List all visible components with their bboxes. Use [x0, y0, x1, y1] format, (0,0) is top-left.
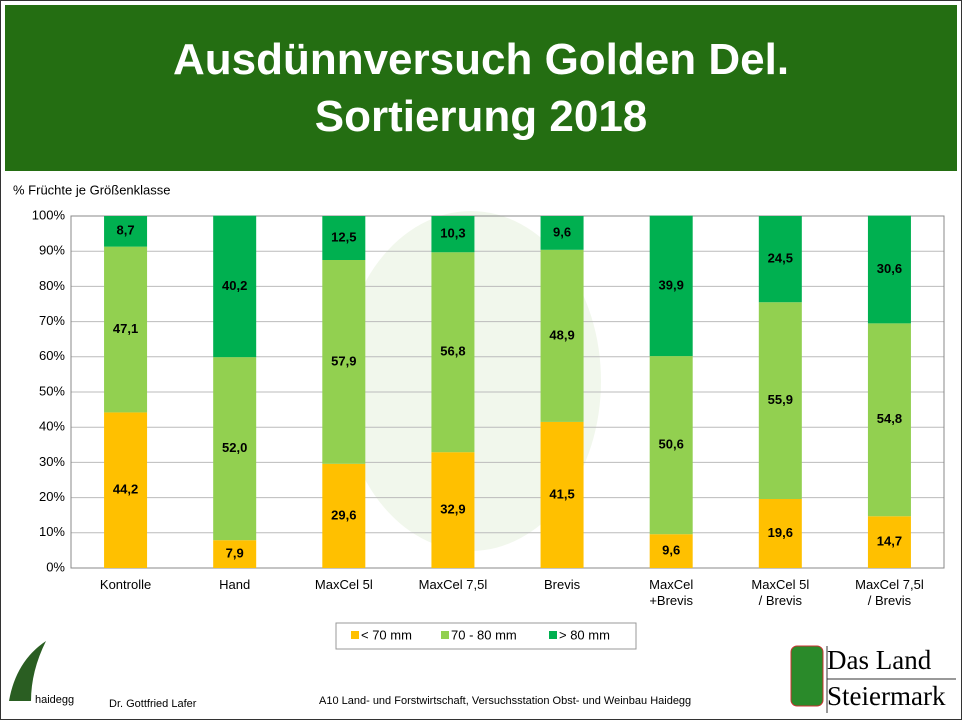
logo-text: haidegg [35, 694, 74, 706]
y-tick-label: 70% [39, 313, 65, 328]
legend-label: < 70 mm [361, 627, 412, 642]
slide: Ausdünnversuch Golden Del. Sortierung 20… [0, 0, 962, 720]
x-tick-label: Kontrolle [71, 577, 181, 593]
x-tick-label: MaxCel 5l / Brevis [725, 577, 835, 609]
y-tick-label: 100% [32, 207, 66, 222]
brand-line: Steiermark [827, 681, 945, 712]
brand-line: Das Land [827, 645, 931, 676]
data-label: 57,9 [331, 353, 356, 368]
x-tick-label: Hand [180, 577, 290, 593]
y-axis-title: % Früchte je Größenklasse [13, 182, 171, 197]
data-label: 56,8 [440, 344, 465, 359]
data-label: 8,7 [117, 223, 135, 238]
x-tick-label: MaxCel +Brevis [616, 577, 726, 609]
data-label: 54,8 [877, 411, 902, 426]
y-tick-label: 0% [46, 559, 65, 574]
y-tick-label: 50% [39, 383, 65, 398]
chart: % Früchte je Größenklasse 0% 10% 20% 30% 40%… [1, 1, 961, 719]
legend-swatch [351, 631, 359, 639]
coat-of-arms [791, 646, 823, 706]
x-tick-label: Brevis [507, 577, 617, 593]
data-label: 14,7 [877, 534, 902, 549]
data-label: 52,0 [222, 440, 247, 455]
data-label: 50,6 [659, 437, 684, 452]
data-label: 29,6 [331, 507, 356, 522]
legend-swatch [549, 631, 557, 639]
y-tick-label: 10% [39, 524, 65, 539]
y-tick-label: 60% [39, 348, 65, 363]
data-label: 32,9 [440, 502, 465, 517]
data-label: 12,5 [331, 229, 356, 244]
data-label: 10,3 [440, 226, 465, 241]
data-label: 24,5 [768, 251, 793, 266]
data-label: 48,9 [549, 327, 574, 342]
y-tick-label: 90% [39, 243, 65, 258]
legend-swatch [441, 631, 449, 639]
x-tick-label: MaxCel 7,5l [398, 577, 508, 593]
y-tick-label: 20% [39, 489, 65, 504]
data-label: 47,1 [113, 321, 138, 336]
y-tick-label: 30% [39, 454, 65, 469]
data-label: 9,6 [662, 543, 680, 558]
data-label: 9,6 [553, 224, 571, 239]
legend-label: > 80 mm [559, 627, 610, 642]
y-tick-label: 40% [39, 419, 65, 434]
data-label: 39,9 [659, 277, 684, 292]
institution: A10 Land- und Forstwirtschaft, Versuchss… [319, 695, 691, 707]
y-tick-label: 80% [39, 278, 65, 293]
data-label: 44,2 [113, 482, 138, 497]
data-label: 41,5 [549, 486, 574, 501]
author: Dr. Gottfried Lafer [109, 698, 196, 710]
data-label: 30,6 [877, 261, 902, 276]
x-tick-label: MaxCel 5l [289, 577, 399, 593]
data-label: 40,2 [222, 278, 247, 293]
logo-leaf [9, 641, 46, 701]
x-tick-label: MaxCel 7,5l / Brevis [834, 577, 944, 609]
data-label: 19,6 [768, 525, 793, 540]
data-label: 7,9 [226, 546, 244, 561]
legend-label: 70 - 80 mm [451, 627, 517, 642]
data-label: 55,9 [768, 392, 793, 407]
